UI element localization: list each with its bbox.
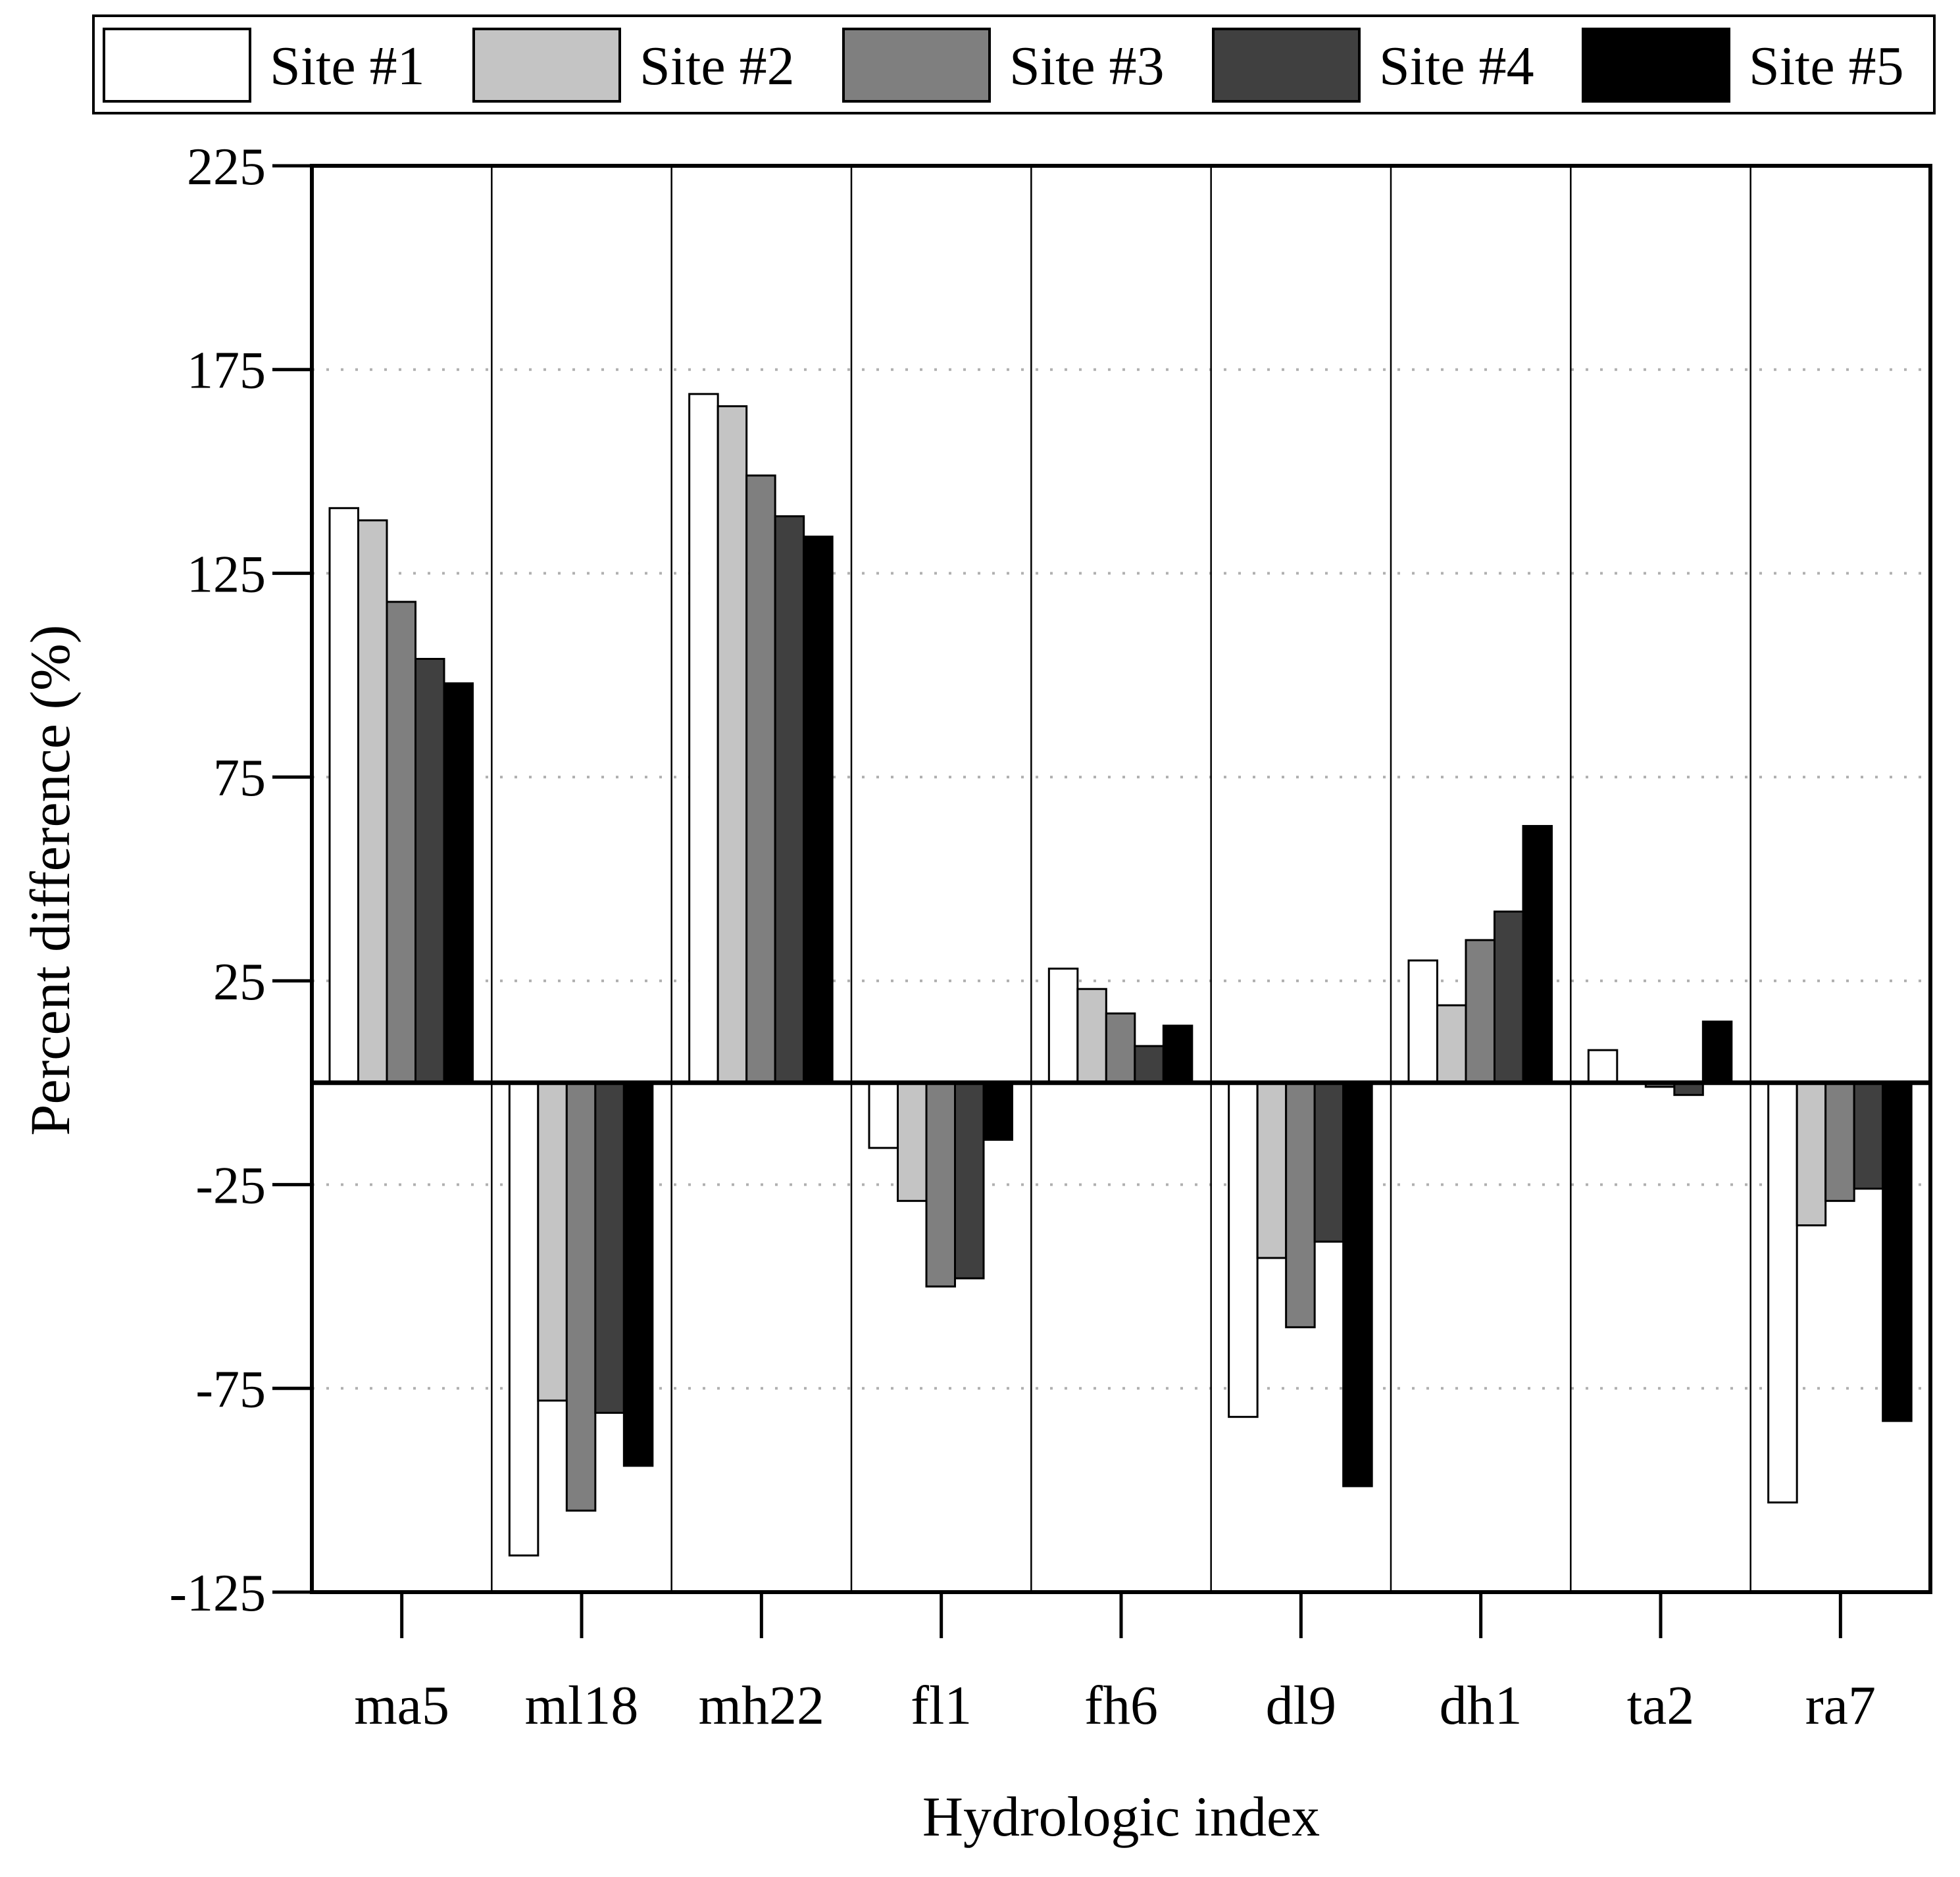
legend-swatch bbox=[103, 28, 251, 103]
bar bbox=[1587, 1049, 1619, 1084]
bar bbox=[745, 474, 776, 1084]
bar bbox=[1407, 959, 1438, 1084]
bar bbox=[1436, 1004, 1467, 1084]
bar bbox=[1313, 1082, 1345, 1243]
bar bbox=[1882, 1082, 1913, 1422]
bar bbox=[982, 1082, 1013, 1141]
bar bbox=[328, 507, 359, 1084]
legend-label: Site #1 bbox=[270, 36, 425, 97]
y-tick-label: -125 bbox=[169, 1564, 266, 1622]
bar bbox=[1342, 1082, 1373, 1488]
y-tick-label: 175 bbox=[187, 342, 266, 400]
bar bbox=[1701, 1020, 1733, 1084]
x-tick-label: ta2 bbox=[1627, 1675, 1695, 1736]
bar bbox=[443, 682, 474, 1084]
bar bbox=[1465, 939, 1495, 1084]
y-tick-label: -75 bbox=[195, 1361, 266, 1418]
bar bbox=[774, 515, 805, 1084]
legend-label: Site #2 bbox=[640, 36, 795, 97]
bar bbox=[1105, 1012, 1136, 1084]
bar bbox=[594, 1082, 625, 1414]
bar bbox=[1285, 1082, 1316, 1328]
grid-lines bbox=[312, 368, 1930, 1390]
bar bbox=[1824, 1082, 1855, 1202]
x-axis-ticks: ma5 ml18 mh22 fl1 fh6 dl9 dh1 ta2 ra7 bbox=[354, 1592, 1876, 1736]
bar bbox=[1767, 1082, 1798, 1504]
y-tick-label: -25 bbox=[195, 1157, 266, 1215]
bar bbox=[925, 1082, 956, 1288]
legend-swatch bbox=[842, 28, 991, 103]
bar bbox=[1134, 1045, 1165, 1084]
x-tick-label: dh1 bbox=[1440, 1675, 1522, 1736]
x-tick-label: fl1 bbox=[911, 1675, 972, 1736]
x-tick-label: ra7 bbox=[1805, 1675, 1876, 1736]
bar bbox=[1228, 1082, 1259, 1418]
bars bbox=[328, 393, 1913, 1557]
bar bbox=[897, 1082, 928, 1202]
bar bbox=[1494, 911, 1524, 1084]
y-axis-ticks: -125 -75 -25 25 75 125 175 225 bbox=[169, 138, 312, 1622]
x-tick-label: ml18 bbox=[525, 1675, 639, 1736]
bar bbox=[1162, 1024, 1194, 1084]
y-tick-label: 225 bbox=[187, 138, 266, 196]
bar bbox=[803, 536, 834, 1084]
bar bbox=[1047, 967, 1079, 1084]
y-tick-label: 125 bbox=[187, 545, 266, 603]
bar bbox=[954, 1082, 985, 1280]
bar bbox=[1796, 1082, 1827, 1227]
legend: Site #1 Site #2 Site #3 Site #4 Site #5 bbox=[92, 14, 1936, 114]
bar bbox=[386, 601, 416, 1084]
bar bbox=[357, 519, 388, 1084]
bar bbox=[868, 1082, 899, 1149]
bar bbox=[688, 393, 719, 1084]
y-tick-label: 75 bbox=[213, 749, 266, 807]
bar bbox=[537, 1082, 568, 1402]
y-axis-label: Percent difference (%) bbox=[18, 625, 82, 1136]
legend-label: Site #4 bbox=[1379, 36, 1534, 97]
x-axis-label: Hydrologic index bbox=[922, 1785, 1320, 1848]
bar bbox=[622, 1082, 654, 1467]
x-tick-label: fh6 bbox=[1084, 1675, 1158, 1736]
legend-label: Site #3 bbox=[1009, 36, 1165, 97]
x-tick-label: dl9 bbox=[1266, 1675, 1336, 1736]
category-separators bbox=[491, 166, 1751, 1592]
x-tick-label: ma5 bbox=[354, 1675, 449, 1736]
bar bbox=[1522, 824, 1553, 1084]
bar bbox=[716, 405, 748, 1084]
legend-swatch bbox=[472, 28, 621, 103]
legend-swatch bbox=[1212, 28, 1361, 103]
bar bbox=[1076, 988, 1107, 1084]
bar bbox=[565, 1082, 597, 1512]
bar bbox=[1256, 1082, 1288, 1259]
bar bbox=[508, 1082, 540, 1557]
y-tick-label: 25 bbox=[213, 953, 266, 1011]
x-tick-label: mh22 bbox=[699, 1675, 824, 1736]
bar bbox=[415, 658, 445, 1084]
legend-swatch bbox=[1582, 28, 1730, 103]
legend-label: Site #5 bbox=[1749, 36, 1904, 97]
bar bbox=[1853, 1082, 1884, 1190]
